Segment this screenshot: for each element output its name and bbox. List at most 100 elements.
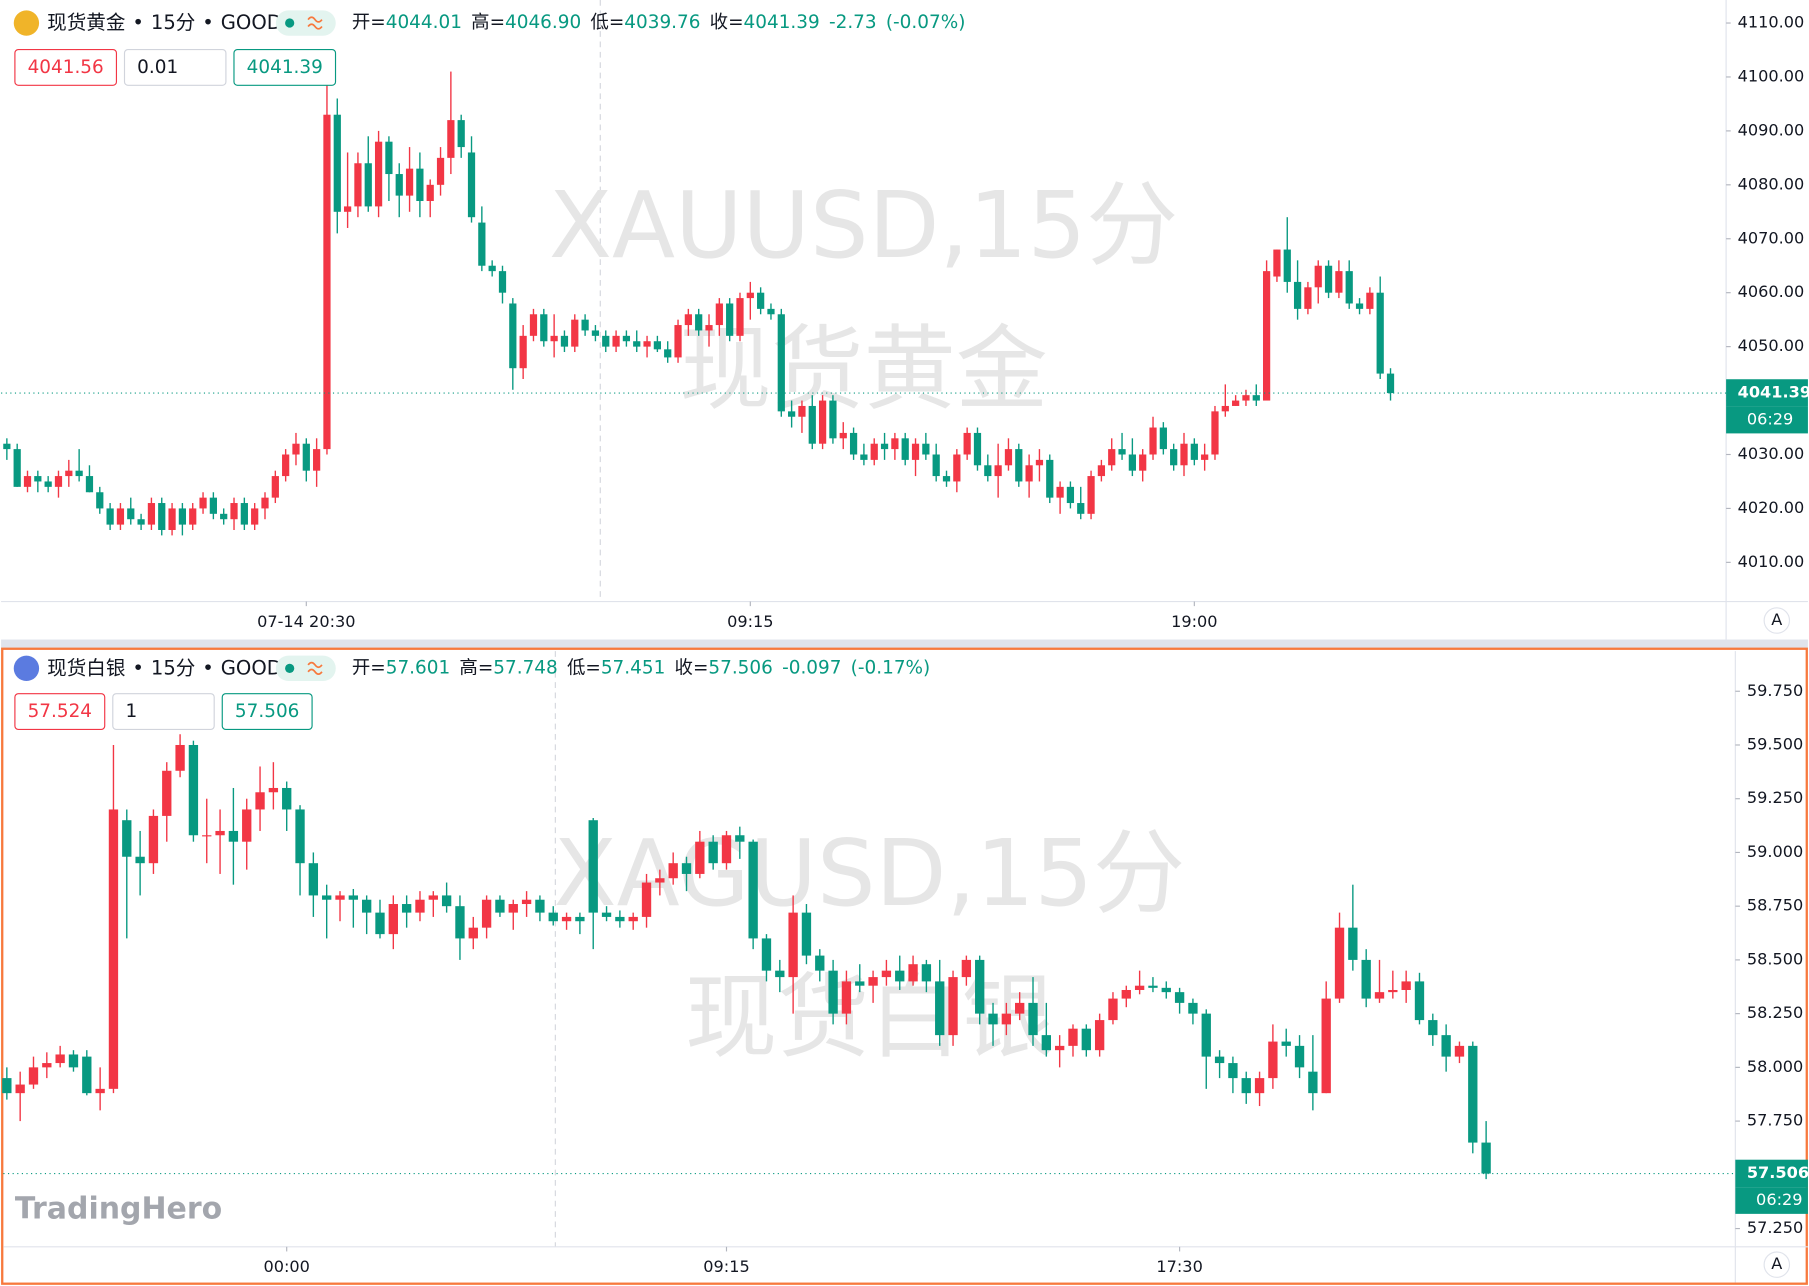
candle-body: [468, 927, 478, 939]
bid-box[interactable]: [14, 693, 106, 731]
candle-body: [1273, 249, 1281, 277]
candle-body: [348, 895, 359, 900]
candle-body: [735, 835, 745, 842]
candle-body: [292, 443, 300, 455]
candle-body: [868, 977, 878, 986]
candle-body: [1214, 1056, 1225, 1064]
candle-body: [870, 443, 878, 460]
auto-scale-button[interactable]: [1763, 1251, 1791, 1278]
candle-body: [220, 513, 228, 520]
status-icon: [307, 661, 323, 675]
candle-body: [674, 325, 682, 358]
candle-body: [895, 970, 905, 982]
candle-body: [815, 955, 825, 971]
logo: TradingHero: [15, 1191, 222, 1226]
change: -2.73: [829, 12, 877, 33]
stat-label: 收=: [675, 657, 709, 678]
candle-body: [1201, 454, 1209, 460]
stat-label: 开=: [352, 12, 386, 33]
candle-body: [416, 168, 424, 202]
candle-body: [1361, 959, 1371, 999]
x-tick-label: 09:15: [727, 612, 773, 631]
stat-value: 4044.01: [386, 12, 462, 33]
candle-body: [137, 519, 145, 525]
candle-body: [1118, 449, 1126, 455]
candle-body: [1281, 1041, 1291, 1046]
candle-body: [1201, 1013, 1211, 1057]
candle-body: [1232, 400, 1240, 406]
candle-body: [798, 405, 806, 417]
symbol-title: 现货黄金 • 15分 • GOODS: [47, 11, 294, 34]
candle-body: [268, 787, 279, 793]
candle-body: [581, 319, 589, 331]
candle-body: [761, 938, 772, 971]
candle-body: [147, 503, 156, 525]
candle-body: [23, 476, 32, 487]
candle-body: [708, 841, 718, 864]
candle-body: [202, 835, 212, 837]
candle-body: [15, 1084, 25, 1094]
ask-box[interactable]: [221, 693, 313, 731]
candle-body: [1001, 1013, 1012, 1025]
ask-box[interactable]: [233, 48, 337, 86]
countdown: 06:29: [1756, 1190, 1802, 1209]
candle-body: [1321, 998, 1331, 1094]
candle-body: [127, 508, 135, 520]
candle-body: [767, 308, 775, 315]
candle-body: [175, 744, 185, 771]
candle-body: [1108, 998, 1118, 1021]
quantity-value: 1: [125, 701, 137, 722]
candle-body: [405, 168, 414, 196]
candle-body: [498, 271, 507, 293]
candle-body: [42, 1063, 52, 1068]
candle-body: [282, 787, 292, 810]
candle-body: [641, 882, 652, 917]
candle-body: [801, 912, 812, 956]
candle-body: [509, 303, 517, 369]
candle-body: [188, 744, 199, 836]
candle-body: [1134, 985, 1145, 990]
candle-body: [1174, 992, 1185, 1003]
candle-body: [1454, 1045, 1465, 1057]
candle-body: [28, 1067, 39, 1085]
candle-body: [988, 1013, 998, 1025]
candle-body: [961, 959, 972, 978]
interval: 15分: [151, 11, 196, 34]
status-icon: [307, 16, 323, 30]
candle-body: [75, 470, 83, 477]
auto-scale-button[interactable]: [1763, 607, 1791, 634]
candle-body: [162, 770, 172, 816]
ask-value: 4041.39: [247, 57, 323, 78]
candle-body: [588, 820, 598, 913]
stat-label: 低=: [567, 657, 601, 678]
candle-body: [436, 157, 445, 185]
candle-body: [1211, 411, 1219, 455]
stat-label: 高=: [459, 657, 493, 678]
watermark: XAUUSD,15分: [549, 171, 1178, 279]
candle-body: [261, 497, 269, 509]
candle-body: [602, 335, 610, 347]
candle-body: [726, 303, 734, 336]
quantity-box: [112, 693, 215, 731]
y-tick-label: 58.250: [1747, 1003, 1803, 1022]
candle-body: [973, 432, 982, 466]
separator: •: [132, 656, 144, 679]
last-price-label: 57.506: [1747, 1163, 1809, 1182]
candle-body: [44, 481, 52, 487]
last-price-tag: [1735, 1159, 1808, 1188]
candle-body: [34, 476, 42, 482]
candle-body: [1355, 303, 1364, 309]
candle-body: [455, 906, 465, 939]
candle-body: [975, 959, 985, 1014]
candle-body: [323, 114, 331, 450]
candle-body: [1046, 459, 1054, 498]
candle-body: [447, 120, 455, 158]
bid-box[interactable]: [14, 48, 118, 86]
x-tick-label: 19:00: [1171, 612, 1217, 631]
change-pct: (-0.07%): [886, 12, 966, 33]
candle-body: [1414, 981, 1425, 1021]
panel-divider: [1, 639, 1808, 649]
candle-body: [508, 904, 518, 913]
countdown: 06:29: [1747, 410, 1793, 429]
interval: 15分: [151, 656, 196, 679]
